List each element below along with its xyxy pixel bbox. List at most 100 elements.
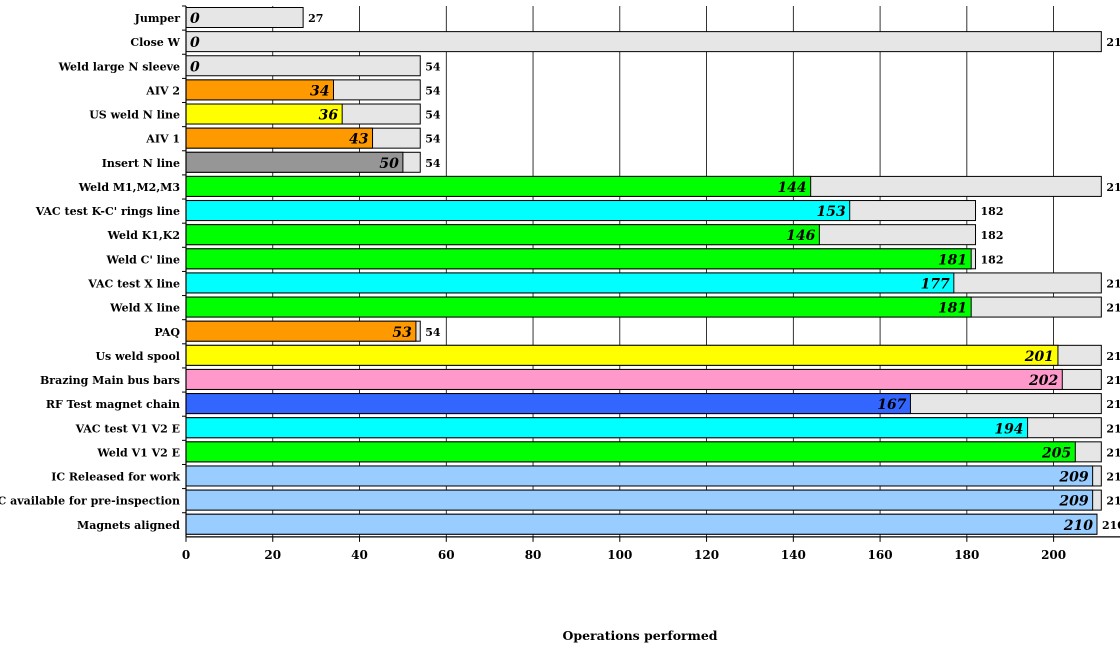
total-value-label: 54 bbox=[425, 133, 441, 146]
total-value-label: 54 bbox=[425, 157, 441, 170]
category-label: AIV 2 bbox=[145, 84, 180, 97]
done-bar bbox=[185, 200, 851, 222]
x-tick-label: 180 bbox=[954, 548, 979, 562]
done-value-label: 34 bbox=[310, 83, 329, 99]
category-label: Weld M1,M2,M3 bbox=[78, 181, 180, 194]
category-label: VAC test K-C' rings line bbox=[35, 205, 180, 218]
done-bar bbox=[185, 489, 1094, 511]
category-label: Brazing Main bus bars bbox=[40, 374, 180, 387]
done-value-label: 0 bbox=[190, 59, 200, 75]
category-label: Weld C' line bbox=[106, 253, 180, 266]
done-bar bbox=[185, 272, 955, 294]
total-value-label: 211 bbox=[1106, 374, 1120, 387]
x-tick-label: 100 bbox=[607, 548, 632, 562]
category-label: AIV 1 bbox=[145, 133, 180, 146]
x-tick-label: 120 bbox=[694, 548, 719, 562]
done-value-label: 167 bbox=[877, 397, 906, 413]
total-bar bbox=[185, 55, 421, 77]
total-value-label: 27 bbox=[308, 12, 323, 25]
category-label: Weld large N sleeve bbox=[58, 60, 180, 73]
done-bar bbox=[185, 393, 911, 415]
x-tick-label: 160 bbox=[868, 548, 893, 562]
done-bar bbox=[185, 224, 820, 246]
done-value-label: 153 bbox=[816, 204, 845, 220]
x-tick-label: 40 bbox=[351, 548, 368, 562]
done-value-label: 205 bbox=[1041, 445, 1071, 461]
done-value-label: 209 bbox=[1058, 494, 1088, 510]
done-value-label: 181 bbox=[938, 301, 967, 317]
x-tick-label: 200 bbox=[1041, 548, 1066, 562]
done-value-label: 144 bbox=[777, 180, 806, 196]
total-value-label: 211 bbox=[1106, 350, 1120, 363]
done-bar bbox=[185, 417, 1029, 439]
x-tick-label: 80 bbox=[525, 548, 542, 562]
done-value-label: 177 bbox=[921, 276, 950, 292]
total-value-label: 211 bbox=[1106, 422, 1120, 435]
category-label: VAC test X line bbox=[87, 277, 180, 290]
done-value-label: 201 bbox=[1024, 349, 1054, 365]
done-bar bbox=[185, 320, 417, 342]
category-label: Insert N line bbox=[102, 157, 180, 170]
total-value-label: 54 bbox=[425, 60, 441, 73]
x-tick-label: 60 bbox=[438, 548, 455, 562]
done-bar bbox=[185, 465, 1094, 487]
labels: Jumper 0 27 Close W 0 211 Weld large N sleeve 0… bbox=[0, 11, 1120, 534]
axes: 0 20 40 60 80 100 120 140 160 180 200 bbox=[182, 5, 1120, 562]
bars bbox=[185, 7, 1102, 535]
category-label: US weld N line bbox=[89, 109, 180, 122]
done-bar bbox=[185, 248, 972, 270]
done-bar bbox=[185, 344, 1059, 366]
category-label: IC Released for work bbox=[51, 471, 180, 484]
done-bar bbox=[185, 151, 404, 173]
done-value-label: 50 bbox=[379, 156, 399, 172]
total-value-label: 211 bbox=[1106, 277, 1120, 290]
total-value-label: 54 bbox=[425, 326, 441, 339]
total-value-label: 211 bbox=[1106, 181, 1120, 194]
category-label: Jumper bbox=[134, 12, 181, 25]
category-label: Magnets aligned bbox=[77, 519, 180, 532]
done-value-label: 43 bbox=[349, 132, 369, 148]
category-label: Weld K1,K2 bbox=[107, 229, 180, 242]
total-value-label: 210 bbox=[1102, 519, 1120, 532]
total-value-label: 54 bbox=[425, 109, 441, 122]
x-tick-label: 20 bbox=[264, 548, 281, 562]
category-label: Close W bbox=[130, 36, 180, 49]
total-value-label: 182 bbox=[981, 205, 1004, 218]
total-value-label: 182 bbox=[981, 229, 1004, 242]
category-label: IC available for pre-inspection bbox=[0, 495, 180, 508]
done-value-label: 210 bbox=[1063, 518, 1093, 534]
done-value-label: 209 bbox=[1058, 470, 1088, 486]
category-label: RF Test magnet chain bbox=[46, 398, 180, 411]
category-label: Us weld spool bbox=[95, 350, 180, 363]
total-value-label: 211 bbox=[1106, 36, 1120, 49]
done-bar bbox=[185, 368, 1063, 390]
x-axis-title: Operations performed bbox=[562, 628, 717, 643]
total-value-label: 182 bbox=[981, 253, 1004, 266]
done-bar bbox=[185, 127, 374, 149]
total-value-label: 211 bbox=[1106, 398, 1120, 411]
category-label: Weld V1 V2 E bbox=[96, 446, 180, 459]
total-value-label: 211 bbox=[1106, 302, 1120, 315]
done-value-label: 146 bbox=[786, 228, 815, 244]
done-bar bbox=[185, 513, 1098, 535]
done-value-label: 0 bbox=[190, 11, 200, 27]
done-value-label: 194 bbox=[994, 421, 1023, 437]
x-tick-label: 0 bbox=[182, 548, 190, 562]
done-value-label: 181 bbox=[938, 252, 967, 268]
done-value-label: 0 bbox=[190, 35, 200, 51]
total-bar bbox=[185, 31, 1102, 53]
total-value-label: 211 bbox=[1106, 495, 1120, 508]
total-value-label: 54 bbox=[425, 84, 441, 97]
done-bar bbox=[185, 296, 972, 318]
x-tick-label: 140 bbox=[781, 548, 806, 562]
done-bar bbox=[185, 441, 1076, 463]
category-label: Weld X line bbox=[109, 302, 180, 315]
total-value-label: 211 bbox=[1106, 446, 1120, 459]
total-value-label: 211 bbox=[1106, 471, 1120, 484]
done-value-label: 53 bbox=[392, 325, 412, 341]
done-bar bbox=[185, 175, 812, 197]
category-label: PAQ bbox=[154, 326, 180, 339]
category-label: VAC test V1 V2 E bbox=[75, 422, 180, 435]
total-bar bbox=[185, 7, 304, 28]
